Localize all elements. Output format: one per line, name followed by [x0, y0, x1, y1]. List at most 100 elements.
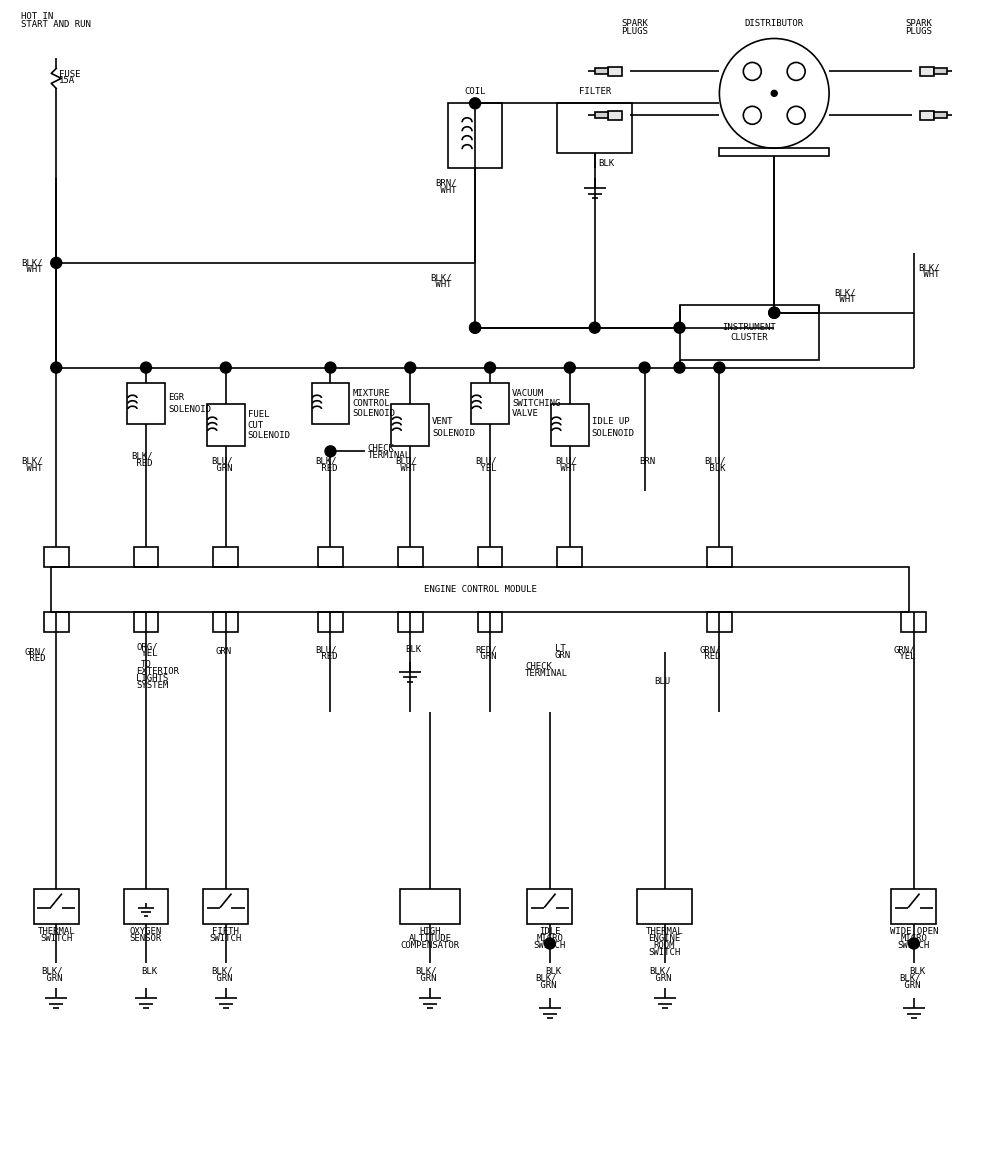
Bar — [134, 612, 158, 631]
Text: SWITCH: SWITCH — [40, 934, 72, 943]
Text: GRN: GRN — [475, 652, 497, 661]
Text: GRN: GRN — [41, 973, 63, 983]
Text: BLK/: BLK/ — [650, 967, 671, 976]
Text: BLU/: BLU/ — [211, 457, 232, 465]
Text: BLU/: BLU/ — [704, 457, 726, 465]
Text: SOLENOID: SOLENOID — [432, 430, 475, 438]
Circle shape — [639, 362, 650, 373]
Text: CONTROL: CONTROL — [352, 399, 390, 408]
Bar — [557, 547, 582, 567]
Text: CLUSTER: CLUSTER — [730, 333, 768, 342]
Bar — [448, 104, 502, 168]
Text: SWITCH: SWITCH — [534, 941, 566, 950]
Bar — [595, 68, 608, 75]
Bar — [318, 612, 343, 631]
Text: BRN/: BRN/ — [435, 179, 457, 188]
Bar — [207, 404, 245, 446]
Text: GRN: GRN — [216, 647, 232, 657]
Text: WHT: WHT — [555, 464, 576, 472]
Text: BLK: BLK — [545, 967, 561, 976]
Text: RED: RED — [24, 654, 46, 664]
Bar — [595, 112, 608, 119]
Text: 15A: 15A — [59, 76, 75, 85]
Circle shape — [769, 308, 780, 318]
Circle shape — [470, 98, 481, 108]
Bar — [44, 612, 69, 631]
Text: INSTRUMENT: INSTRUMENT — [722, 324, 776, 332]
Circle shape — [325, 446, 336, 457]
Text: WHT: WHT — [21, 464, 43, 472]
Text: SYSTEM: SYSTEM — [136, 681, 168, 690]
Bar — [934, 68, 947, 75]
Bar — [637, 888, 692, 924]
Text: SWITCH: SWITCH — [210, 934, 242, 943]
Bar — [44, 547, 69, 567]
Bar — [398, 612, 423, 631]
Text: BLK: BLK — [141, 967, 157, 976]
Text: BLK: BLK — [704, 464, 726, 472]
Text: GRN/: GRN/ — [894, 645, 915, 654]
Text: SOLENOID: SOLENOID — [248, 431, 291, 440]
Text: BLK: BLK — [909, 967, 925, 976]
Circle shape — [405, 362, 416, 373]
Bar — [391, 404, 429, 446]
Text: THERMAL: THERMAL — [646, 927, 683, 937]
Text: GRN: GRN — [555, 651, 571, 660]
Text: YEL: YEL — [475, 464, 497, 472]
Text: LT: LT — [555, 644, 566, 653]
Text: EGR: EGR — [168, 393, 184, 402]
Circle shape — [325, 362, 336, 373]
Circle shape — [470, 323, 481, 333]
Text: YEL: YEL — [894, 652, 915, 661]
Text: VENT: VENT — [432, 417, 454, 426]
Circle shape — [544, 938, 555, 949]
Bar — [920, 67, 934, 76]
Text: FUSE: FUSE — [59, 70, 81, 78]
Text: GRN/: GRN/ — [699, 645, 721, 654]
Text: ALTITUDE: ALTITUDE — [409, 934, 452, 943]
Text: BLU/: BLU/ — [395, 457, 417, 465]
Text: IDLE: IDLE — [539, 927, 561, 937]
Text: ROOM: ROOM — [654, 941, 675, 950]
Circle shape — [564, 362, 575, 373]
Text: MIXTURE: MIXTURE — [352, 388, 390, 397]
Bar — [551, 404, 589, 446]
Bar — [891, 888, 936, 924]
Text: BLK/: BLK/ — [21, 258, 43, 267]
Text: WHT: WHT — [918, 271, 939, 279]
Text: START AND RUN: START AND RUN — [21, 20, 91, 29]
Text: BLK/: BLK/ — [41, 967, 63, 976]
Text: YEL: YEL — [136, 650, 158, 658]
Circle shape — [141, 362, 151, 373]
Text: SWITCHING: SWITCHING — [512, 399, 560, 408]
Text: RED: RED — [316, 464, 337, 472]
Text: BLK/: BLK/ — [834, 288, 856, 297]
Text: FILTER: FILTER — [579, 86, 611, 96]
Text: BRN: BRN — [640, 457, 656, 465]
Text: SOLENOID: SOLENOID — [592, 430, 635, 438]
Text: WHT: WHT — [435, 185, 457, 195]
Text: WHT: WHT — [395, 464, 417, 472]
Bar — [203, 888, 248, 924]
Bar — [471, 382, 509, 424]
Bar — [608, 111, 622, 120]
Text: MICRO: MICRO — [536, 934, 563, 943]
Text: SENSOR: SENSOR — [130, 934, 162, 943]
Text: OXYGEN: OXYGEN — [130, 927, 162, 937]
Bar — [398, 547, 423, 567]
Text: BLK/: BLK/ — [131, 452, 153, 461]
Bar — [312, 382, 349, 424]
Text: THERMAL: THERMAL — [37, 927, 75, 937]
Text: ENGINE: ENGINE — [648, 934, 681, 943]
Text: RED/: RED/ — [475, 645, 497, 654]
Text: GRN: GRN — [211, 464, 232, 472]
Bar — [719, 149, 829, 157]
Text: FUEL: FUEL — [248, 410, 269, 419]
Text: TO: TO — [141, 660, 152, 669]
Text: BLK/: BLK/ — [21, 457, 43, 465]
Bar — [901, 612, 926, 631]
Text: BLK/: BLK/ — [535, 973, 556, 983]
Bar — [51, 567, 909, 612]
Text: BLK/: BLK/ — [211, 967, 232, 976]
Text: WHT: WHT — [834, 295, 856, 304]
